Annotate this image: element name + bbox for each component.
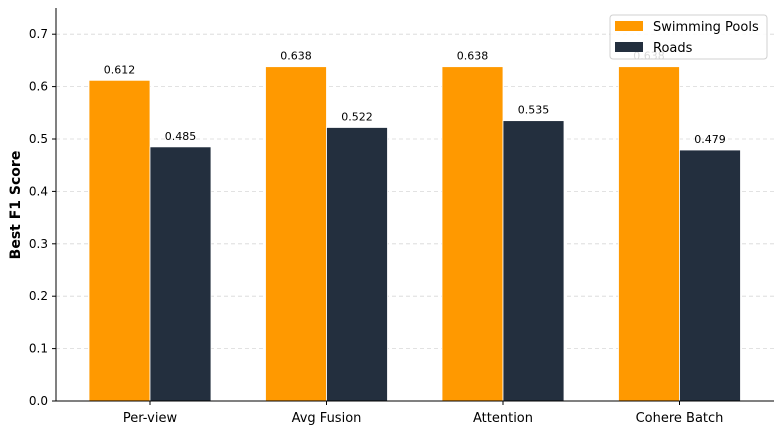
bar-roads bbox=[149, 146, 212, 402]
bar-value-label: 0.612 bbox=[104, 63, 136, 76]
bars bbox=[88, 66, 741, 402]
y-axis-title: Best F1 Score bbox=[8, 151, 24, 260]
x-ticks: Per-view Avg Fusion Attention Cohere Batch bbox=[123, 401, 724, 426]
y-tick-label: 0.0 bbox=[29, 394, 48, 408]
legend-box bbox=[609, 14, 768, 60]
x-category-label: Avg Fusion bbox=[292, 411, 362, 426]
bar-roads bbox=[502, 120, 565, 402]
axes bbox=[55, 8, 774, 402]
bar-value-label: 0.638 bbox=[280, 50, 312, 63]
bar-swimming-pools bbox=[618, 66, 680, 402]
bar-value-label: 0.485 bbox=[165, 130, 197, 143]
bar-roads bbox=[326, 127, 388, 402]
bar-swimming-pools bbox=[441, 66, 504, 402]
y-ticks: 0.0 0.1 0.2 0.3 0.4 0.5 0.6 0.7 bbox=[29, 27, 56, 408]
legend-swatch-swimming-pools bbox=[615, 21, 643, 31]
bar-value-label: 0.522 bbox=[341, 110, 373, 123]
y-tick-label: 0.7 bbox=[29, 27, 48, 41]
y-tick-label: 0.6 bbox=[29, 80, 48, 94]
legend-swatch-roads bbox=[615, 42, 643, 52]
bar-roads bbox=[679, 149, 741, 402]
bar-value-label: 0.638 bbox=[457, 50, 489, 63]
bar-value-label: 0.535 bbox=[518, 104, 550, 117]
y-tick-label: 0.2 bbox=[29, 289, 48, 303]
legend: Swimming Pools Roads bbox=[609, 14, 768, 60]
y-tick-label: 0.1 bbox=[29, 342, 48, 356]
legend-label-roads: Roads bbox=[653, 41, 693, 56]
y-tick-label: 0.5 bbox=[29, 132, 48, 146]
y-tick-label: 0.4 bbox=[29, 184, 48, 198]
bar-swimming-pools bbox=[265, 66, 327, 402]
x-category-label: Attention bbox=[473, 411, 533, 426]
x-category-label: Cohere Batch bbox=[636, 411, 724, 426]
x-category-label: Per-view bbox=[123, 411, 178, 426]
bar-swimming-pools bbox=[88, 79, 151, 402]
legend-label-swimming-pools: Swimming Pools bbox=[653, 20, 759, 35]
y-tick-label: 0.3 bbox=[29, 237, 48, 251]
bar-value-label: 0.479 bbox=[694, 133, 726, 146]
